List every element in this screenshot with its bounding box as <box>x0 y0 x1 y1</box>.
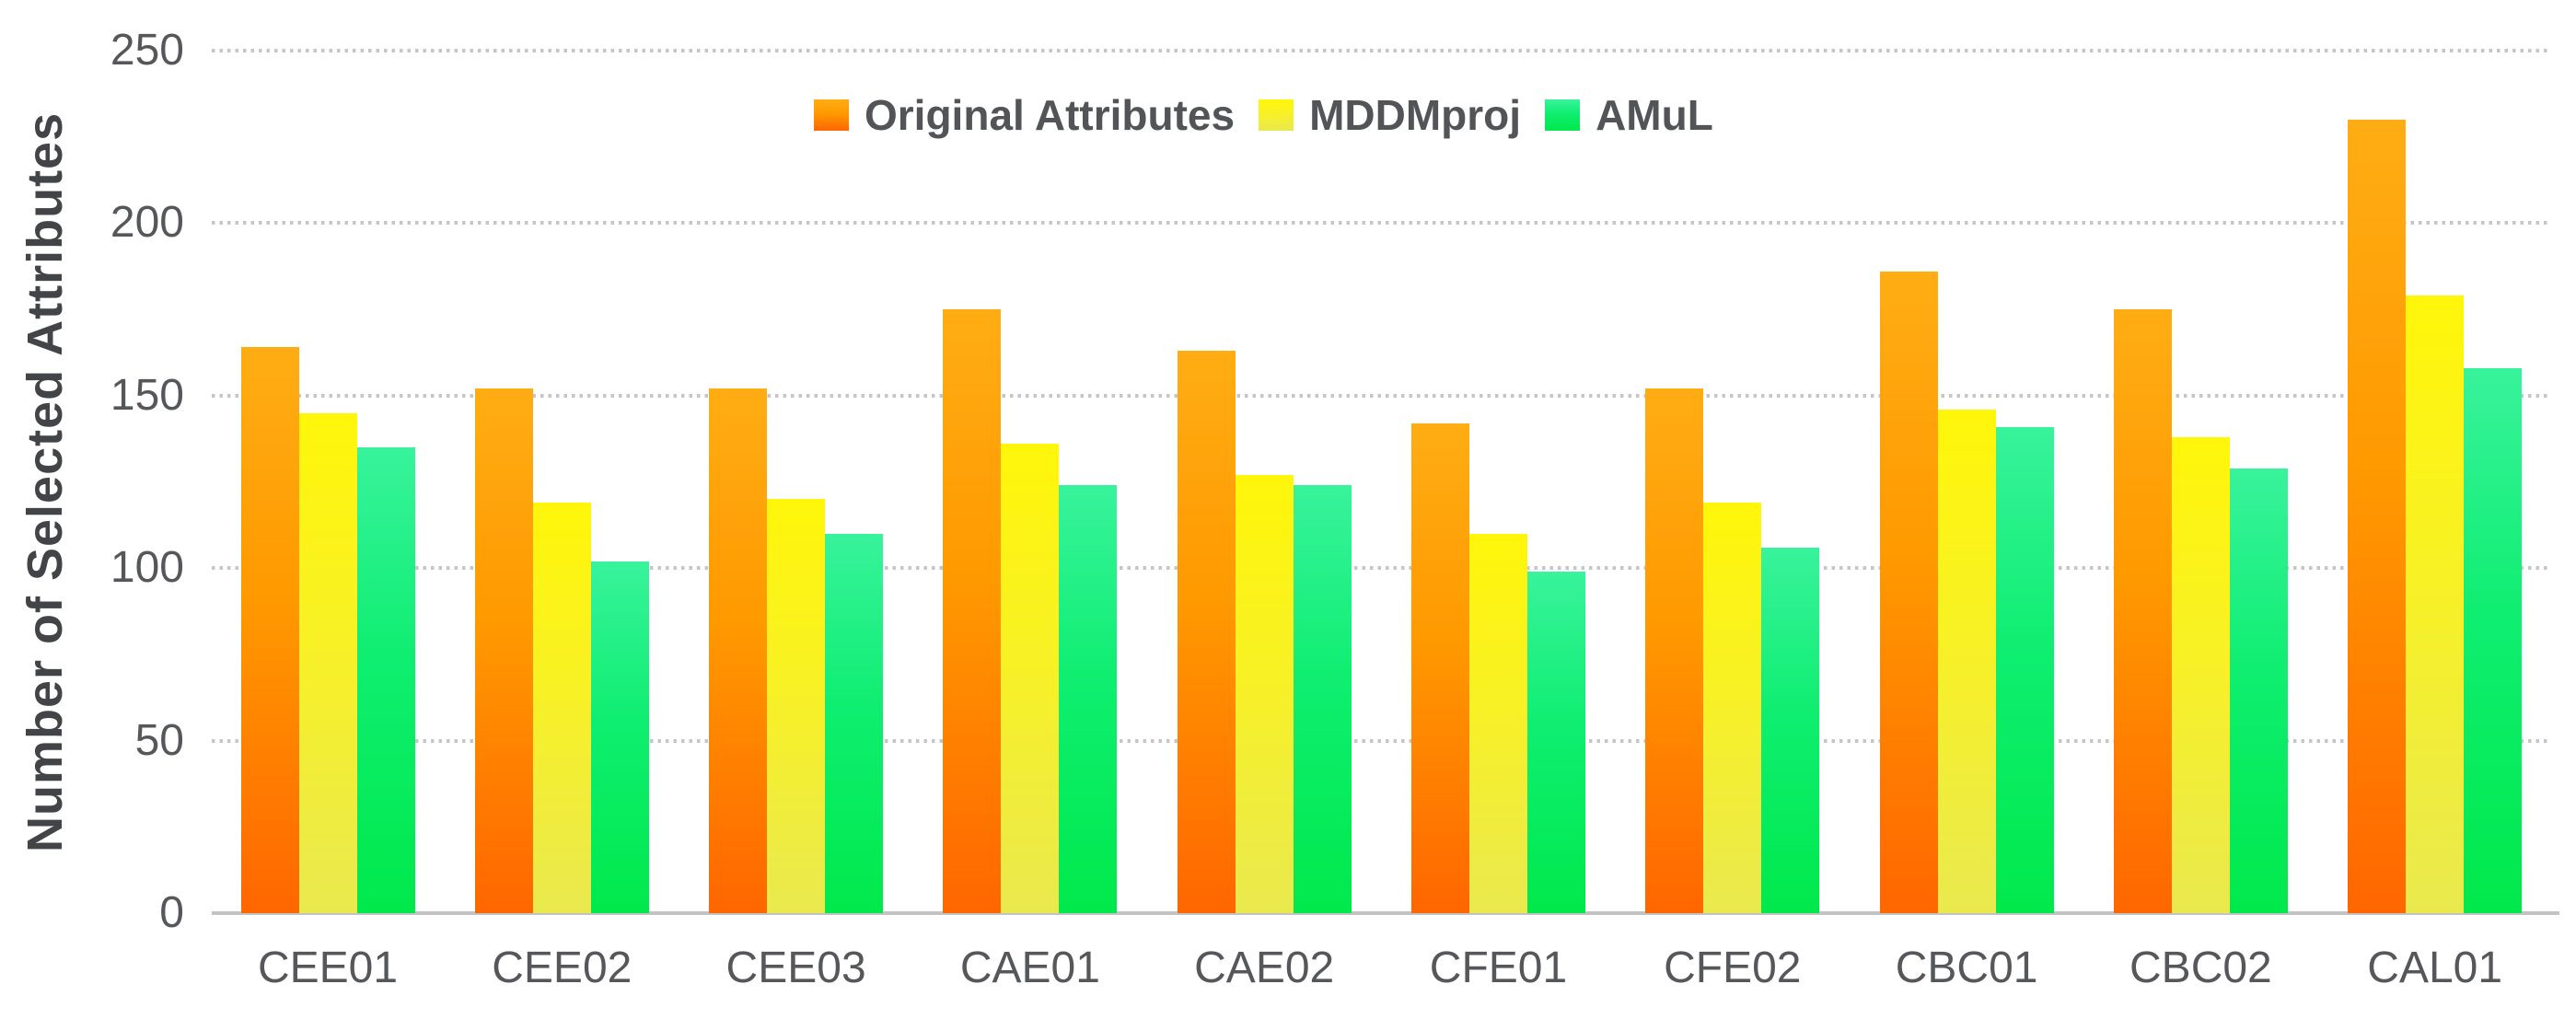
bar-mddmproj-cbc01 <box>1937 409 1996 913</box>
legend-swatch-original-attributes <box>814 99 849 131</box>
bar-original-attributes-cfe02 <box>1645 388 1704 913</box>
legend: Original Attributes MDDMproj AMuL <box>814 90 1713 140</box>
bar-mddmproj-cae01 <box>1001 444 1060 913</box>
bar-original-attributes-cfe01 <box>1411 423 1469 913</box>
gridline-y-200 <box>212 221 2550 226</box>
x-tick-label-cee03: CEE03 <box>725 944 866 992</box>
bar-original-attributes-cae01 <box>943 309 1002 913</box>
x-tick-label-cae01: CAE01 <box>959 944 1100 992</box>
x-axis-line <box>212 911 2559 915</box>
bar-mddmproj-cee01 <box>298 412 357 913</box>
bar-amul-cal01 <box>2464 367 2523 913</box>
bar-mddmproj-cfe01 <box>1469 533 1527 913</box>
legend-label-amul: AMuL <box>1595 91 1713 139</box>
bar-mddmproj-cee03 <box>767 499 826 913</box>
bar-original-attributes-cbc02 <box>2113 309 2172 913</box>
bar-amul-cae02 <box>1293 485 1352 913</box>
y-tick-label-0: 0 <box>159 888 184 937</box>
y-tick-label-100: 100 <box>110 543 184 593</box>
bar-amul-cae01 <box>1059 485 1118 913</box>
bar-amul-cbc01 <box>1995 426 2054 913</box>
legend-item-mddmproj: MDDMproj <box>1259 90 1521 140</box>
gridline-y-250 <box>212 49 2550 52</box>
legend-label-original-attributes: Original Attributes <box>864 91 1236 139</box>
bar-original-attributes-cee03 <box>709 388 768 913</box>
legend-swatch-mddmproj <box>1259 99 1294 131</box>
bar-amul-cfe01 <box>1527 571 1585 913</box>
bar-amul-cfe02 <box>1761 547 1820 913</box>
bar-amul-cee03 <box>825 533 884 913</box>
bar-mddmproj-cfe02 <box>1703 502 1762 913</box>
y-tick-label-50: 50 <box>134 715 184 765</box>
x-tick-label-cbc01: CBC01 <box>1895 944 2038 992</box>
y-axis-title: Number of Selected Attributes <box>17 111 73 852</box>
y-tick-label-200: 200 <box>110 198 184 248</box>
legend-label-mddmproj: MDDMproj <box>1309 91 1522 139</box>
legend-item-amul: AMuL <box>1545 90 1713 140</box>
bar-mddmproj-cee02 <box>532 502 591 913</box>
bar-amul-cee02 <box>590 561 649 913</box>
bar-mddmproj-cal01 <box>2406 295 2465 913</box>
y-tick-label-250: 250 <box>110 26 184 75</box>
bar-original-attributes-cee02 <box>474 388 533 913</box>
x-tick-label-cee01: CEE01 <box>257 944 399 992</box>
x-tick-label-cfe01: CFE01 <box>1429 944 1568 992</box>
x-tick-label-cee02: CEE02 <box>492 944 632 992</box>
x-tick-label-cfe02: CFE02 <box>1664 944 1802 992</box>
x-tick-label-cae02: CAE02 <box>1194 944 1335 992</box>
legend-swatch-amul <box>1545 99 1581 131</box>
bar-original-attributes-cae02 <box>1177 351 1236 913</box>
x-tick-label-cbc02: CBC02 <box>2129 944 2272 992</box>
gridline-y-150 <box>212 393 2550 398</box>
gridline-y-100 <box>212 566 2550 571</box>
bar-original-attributes-cbc01 <box>1879 271 1938 913</box>
x-tick-label-cal01: CAL01 <box>2367 944 2503 992</box>
y-tick-label-150: 150 <box>110 370 184 420</box>
bar-original-attributes-cal01 <box>2348 119 2407 913</box>
bar-mddmproj-cbc02 <box>2171 436 2230 913</box>
bar-amul-cee01 <box>356 447 415 913</box>
bar-mddmproj-cae02 <box>1235 475 1294 913</box>
bar-amul-cbc02 <box>2229 468 2288 913</box>
bar-original-attributes-cee01 <box>240 347 299 913</box>
legend-item-original-attributes: Original Attributes <box>814 90 1235 140</box>
gridline-y-50 <box>212 738 2550 743</box>
